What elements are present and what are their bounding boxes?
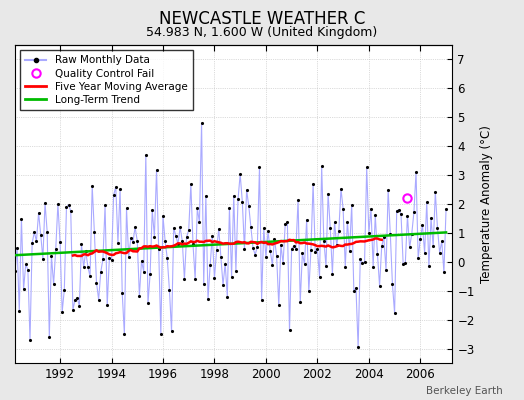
Text: 54.983 N, 1.600 W (United Kingdom): 54.983 N, 1.600 W (United Kingdom)	[146, 26, 378, 39]
Legend: Raw Monthly Data, Quality Control Fail, Five Year Moving Average, Long-Term Tren: Raw Monthly Data, Quality Control Fail, …	[20, 50, 192, 110]
Text: NEWCASTLE WEATHER C: NEWCASTLE WEATHER C	[159, 10, 365, 28]
Text: Berkeley Earth: Berkeley Earth	[427, 386, 503, 396]
Y-axis label: Temperature Anomaly (°C): Temperature Anomaly (°C)	[481, 125, 493, 283]
